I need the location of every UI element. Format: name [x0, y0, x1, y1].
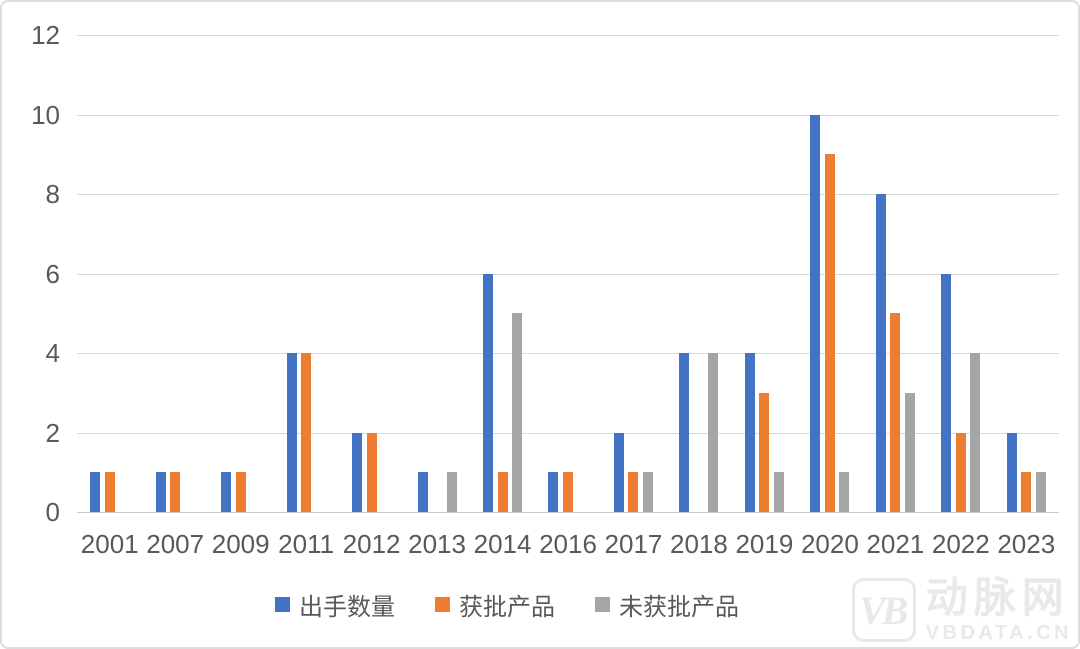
bar-未获批产品 [446, 472, 457, 512]
bar-group [994, 35, 1059, 512]
bar-未获批产品 [773, 472, 784, 512]
y-axis-tick-label: 2 [45, 417, 60, 448]
bar-出手数量 [155, 472, 166, 512]
x-axis-tick-label: 2009 [211, 529, 270, 559]
bar-group [863, 35, 928, 512]
gridline [77, 194, 1059, 195]
bar-出手数量 [875, 194, 886, 512]
x-axis-tick-label: 2014 [473, 529, 532, 559]
bar-group [77, 35, 142, 512]
bar-获批产品 [366, 432, 377, 512]
legend-label: 未获批产品 [619, 594, 739, 621]
gridline [77, 353, 1059, 354]
bar-获批产品 [170, 472, 181, 512]
bar-group [404, 35, 469, 512]
plot-area [77, 35, 1059, 513]
watermark-url-text: VBDATA.CN [925, 622, 1072, 644]
legend-swatch-icon [595, 597, 610, 612]
bar-出手数量 [548, 472, 559, 512]
legend-swatch-icon [275, 597, 290, 612]
bar-出手数量 [1006, 432, 1017, 512]
x-axis-tick-label: 2021 [866, 529, 925, 559]
gridline [77, 35, 1059, 36]
bar-未获批产品 [1035, 472, 1046, 512]
bar-group [142, 35, 207, 512]
gridline [77, 114, 1059, 116]
bar-出手数量 [744, 353, 755, 512]
x-axis-tick-label: 2001 [80, 529, 139, 559]
x-axis-tick-label: 2018 [670, 529, 728, 559]
bar-group [601, 35, 666, 512]
watermark-texts: 动脉网 VBDATA.CN [925, 574, 1072, 644]
bar-group [732, 35, 797, 512]
y-axis-tick-label: 6 [45, 258, 60, 289]
bar-group [666, 35, 731, 512]
bar-获批产品 [824, 154, 835, 512]
legend-label: 获批产品 [459, 594, 555, 621]
bar-出手数量 [286, 353, 297, 512]
bar-获批产品 [497, 472, 508, 512]
legend-item: 未获批产品 [595, 587, 739, 622]
bar-未获批产品 [512, 313, 523, 512]
bar-出手数量 [90, 472, 101, 512]
x-axis-tick-label: 2013 [408, 529, 466, 559]
bar-未获批产品 [642, 472, 653, 512]
bar-出手数量 [810, 114, 821, 512]
bar-获批产品 [562, 472, 573, 512]
legend-label: 出手数量 [299, 594, 395, 621]
bar-出手数量 [941, 273, 952, 512]
bar-获批产品 [628, 472, 639, 512]
bar-group [797, 35, 862, 512]
bar-未获批产品 [970, 353, 981, 512]
bar-获批产品 [301, 353, 312, 512]
bar-获批产品 [104, 472, 115, 512]
watermark-brand-text: 动脉网 [925, 574, 1070, 621]
bar-出手数量 [417, 472, 428, 512]
x-axis-tick-label: 2023 [997, 529, 1056, 559]
bar-获批产品 [235, 472, 246, 512]
bar-group [339, 35, 404, 512]
bar-未获批产品 [708, 353, 719, 512]
bar-出手数量 [679, 353, 690, 512]
legend-swatch-icon [435, 597, 450, 612]
bar-未获批产品 [839, 472, 850, 512]
x-axis-line [77, 512, 1059, 513]
x-axis-tick-label: 2017 [604, 529, 663, 559]
bar-获批产品 [759, 392, 770, 512]
y-axis-tick-label: 10 [31, 99, 60, 130]
y-axis-tick-label: 12 [31, 20, 60, 50]
x-axis-tick-label: 2012 [342, 529, 401, 559]
x-axis-tick-label: 2011 [278, 529, 335, 559]
legend-item: 获批产品 [435, 587, 555, 622]
x-axis-tick-label: 2020 [800, 529, 859, 559]
bar-获批产品 [1021, 472, 1032, 512]
watermark: VB 动脉网 VBDATA.CN [851, 574, 1072, 644]
y-axis-tick-label: 0 [45, 497, 60, 527]
x-axis-tick-label: 2016 [539, 529, 597, 559]
bar-未获批产品 [904, 392, 915, 512]
x-axis-tick-label: 2019 [735, 529, 794, 559]
x-axis-tick-label: 2022 [931, 529, 990, 559]
bar-group [928, 35, 993, 512]
y-axis-tick-label: 4 [45, 338, 60, 368]
bar-获批产品 [890, 313, 901, 512]
gridline [77, 432, 1059, 434]
bar-group [535, 35, 600, 512]
gridline [77, 273, 1059, 275]
legend: 出手数量 获批产品 未获批产品 [2, 587, 1012, 622]
y-axis-tick-label: 8 [45, 179, 60, 209]
x-axis-tick-label: 2007 [146, 529, 205, 559]
bar-group [470, 35, 535, 512]
bar-出手数量 [613, 432, 624, 512]
bar-出手数量 [483, 273, 494, 512]
bar-group [208, 35, 273, 512]
bar-group [273, 35, 338, 512]
bar-获批产品 [955, 432, 966, 512]
bar-出手数量 [221, 472, 232, 512]
legend-item: 出手数量 [275, 587, 395, 622]
bar-出手数量 [352, 432, 363, 512]
vb-logo-icon: VB [851, 578, 916, 642]
